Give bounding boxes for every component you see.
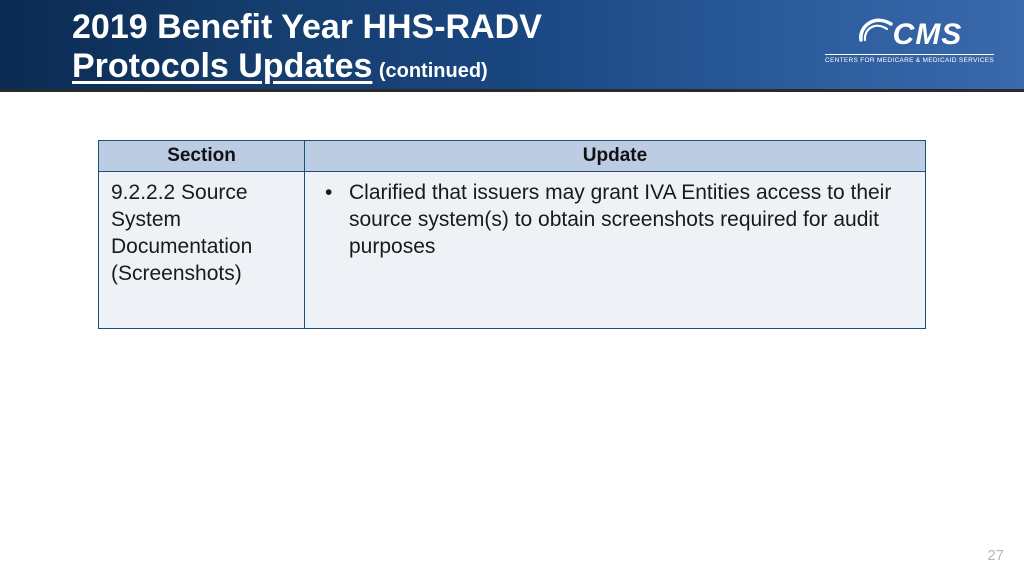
cms-logo-tagline: CENTERS FOR MEDICARE & MEDICAID SERVICES <box>825 54 994 64</box>
cell-update: Clarified that issuers may grant IVA Ent… <box>305 172 926 329</box>
table-header-row: Section Update <box>99 141 926 172</box>
update-list: Clarified that issuers may grant IVA Ent… <box>317 180 913 261</box>
cms-logo-top: CMS <box>857 18 963 52</box>
cms-logo: CMS CENTERS FOR MEDICARE & MEDICAID SERV… <box>825 18 994 64</box>
title-block: 2019 Benefit Year HHS-RADV Protocols Upd… <box>72 8 542 86</box>
title-continued: (continued) <box>379 60 488 82</box>
updates-table: Section Update 9.2.2.2 Source System Doc… <box>98 140 926 329</box>
title-line-1: 2019 Benefit Year HHS-RADV <box>72 8 542 47</box>
slide-content: Section Update 9.2.2.2 Source System Doc… <box>0 92 1024 329</box>
swoosh-icon <box>857 18 893 52</box>
slide-header: 2019 Benefit Year HHS-RADV Protocols Upd… <box>0 0 1024 92</box>
table-row: 9.2.2.2 Source System Documentation (Scr… <box>99 172 926 329</box>
col-header-update: Update <box>305 141 926 172</box>
col-header-section: Section <box>99 141 305 172</box>
cms-logo-text: CMS <box>893 18 963 52</box>
cell-section: 9.2.2.2 Source System Documentation (Scr… <box>99 172 305 329</box>
title-line-2: Protocols Updates <box>72 47 372 85</box>
update-bullet: Clarified that issuers may grant IVA Ent… <box>321 180 913 261</box>
page-number: 27 <box>987 547 1004 564</box>
title-line-2-wrap: Protocols Updates (continued) <box>72 47 542 86</box>
